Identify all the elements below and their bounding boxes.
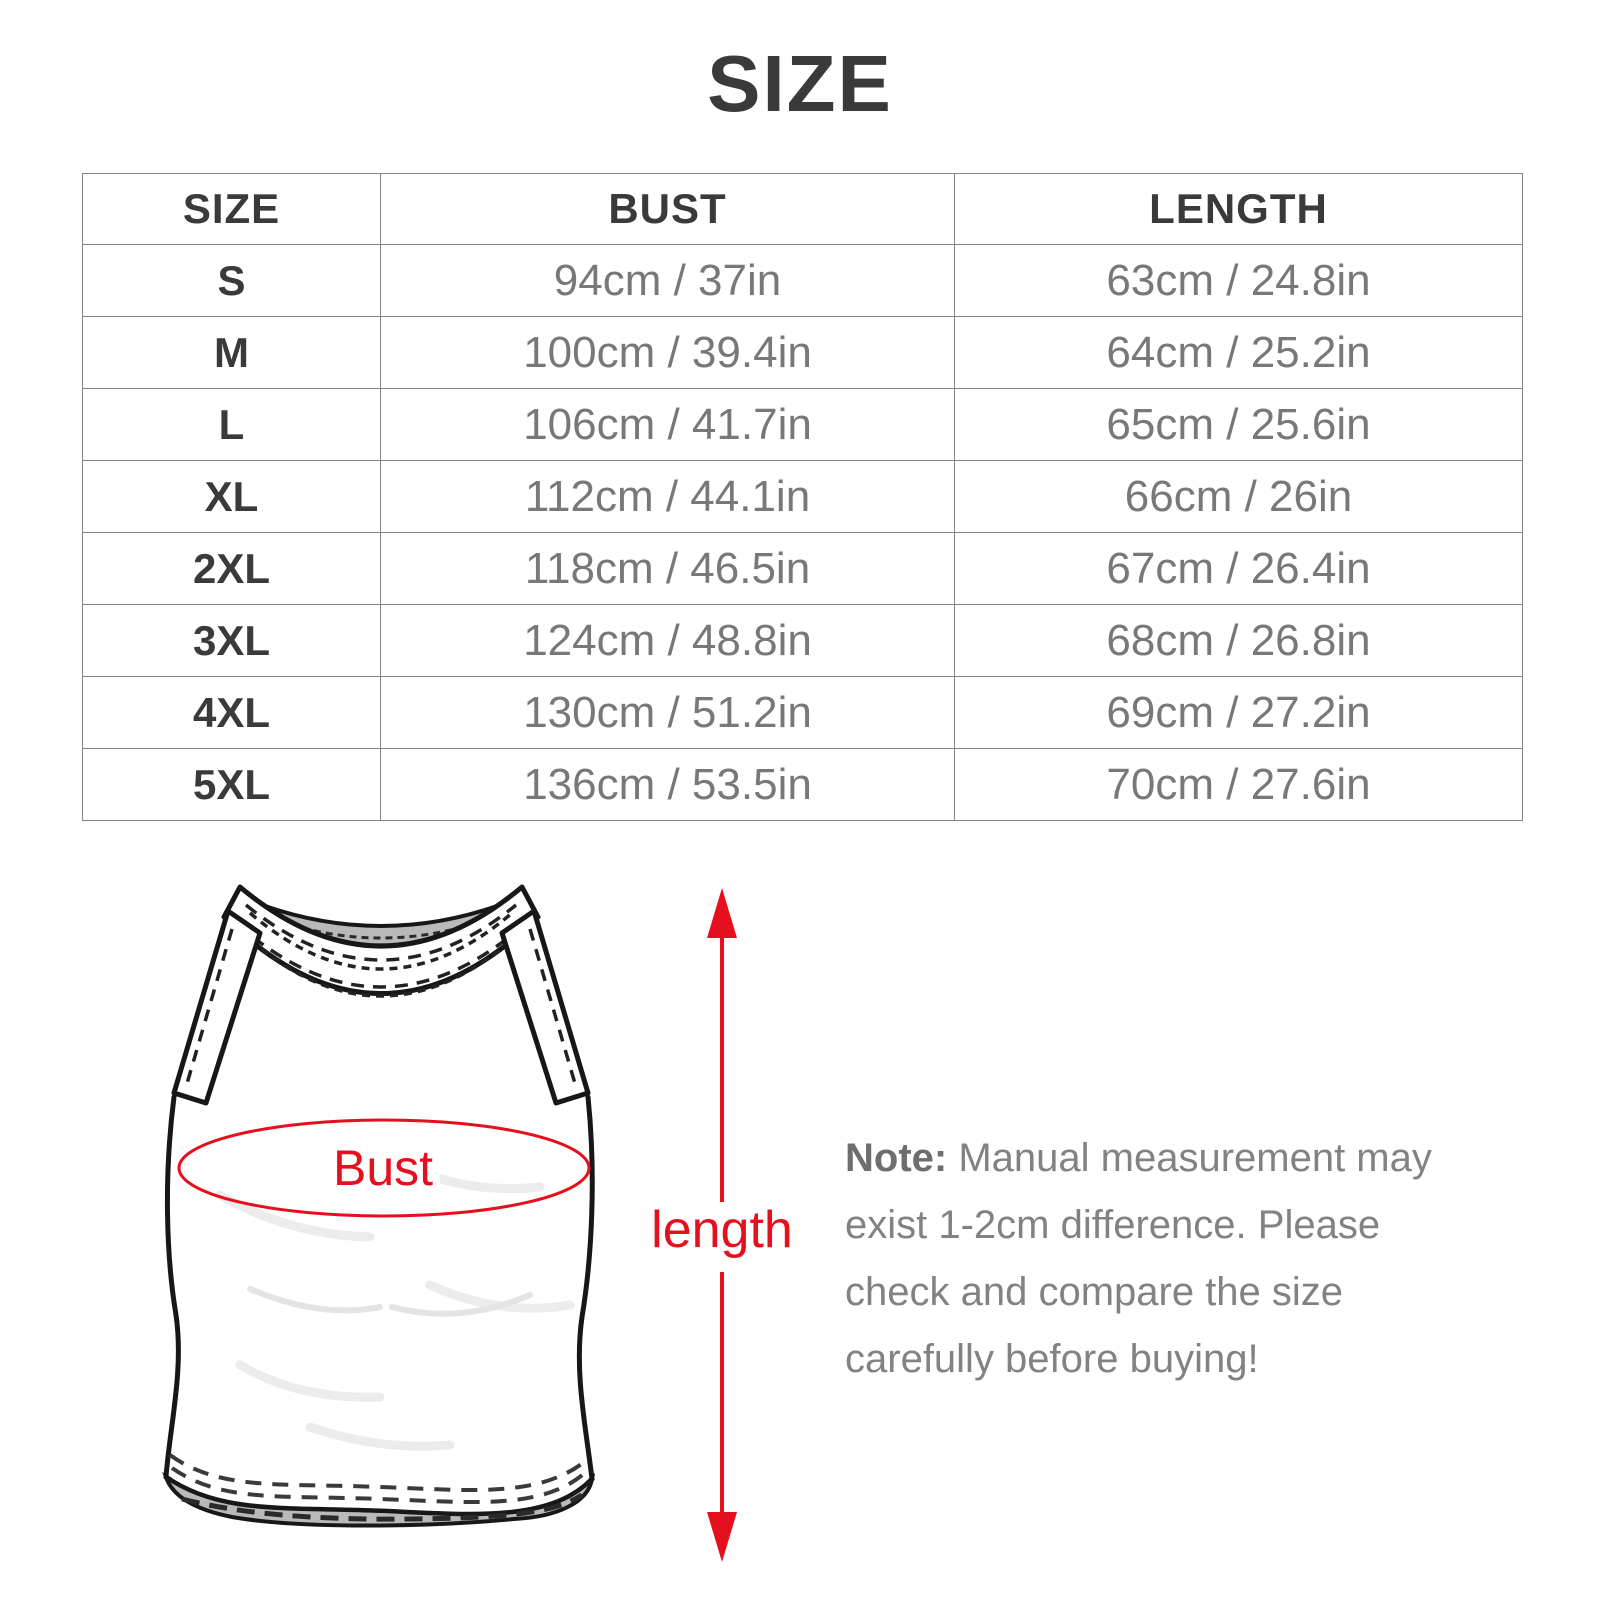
column-header-length: LENGTH — [954, 173, 1523, 245]
bust-cell: 94cm / 37in — [380, 244, 955, 317]
column-header-bust: BUST — [380, 173, 955, 245]
note-text: Note: Manual measurement may exist 1-2cm… — [845, 1125, 1445, 1393]
bust-cell: 118cm / 46.5in — [380, 532, 955, 605]
size-cell: 5XL — [82, 748, 381, 821]
length-arrow — [707, 888, 737, 1562]
arrow-head-up — [707, 888, 737, 938]
header-row: SIZE BUST LENGTH — [82, 173, 1523, 245]
column-header-size: SIZE — [82, 173, 381, 245]
page-title: SIZE — [707, 39, 893, 128]
bust-contour-lines — [247, 1286, 533, 1317]
note-label: Note: — [845, 1136, 948, 1180]
size-cell: 4XL — [82, 676, 381, 749]
length-cell: 68cm / 26.8in — [954, 604, 1523, 677]
length-cell: 70cm / 27.6in — [954, 748, 1523, 821]
size-table-header: SIZE BUST LENGTH — [82, 173, 1523, 245]
note-body: Manual measurement may exist 1-2cm diffe… — [845, 1136, 1432, 1381]
shirt-body — [166, 1051, 593, 1515]
table-row: 2XL 118cm / 46.5in 67cm / 26.4in — [82, 532, 1523, 605]
table-row: 4XL 130cm / 51.2in 69cm / 27.2in — [82, 676, 1523, 749]
table-row: 3XL 124cm / 48.8in 68cm / 26.8in — [82, 604, 1523, 677]
table-row: M 100cm / 39.4in 64cm / 25.2in — [82, 316, 1523, 389]
length-cell: 67cm / 26.4in — [954, 532, 1523, 605]
size-cell: S — [82, 244, 381, 317]
table-row: S 94cm / 37in 63cm / 24.8in — [82, 244, 1523, 317]
length-cell: 66cm / 26in — [954, 460, 1523, 533]
table-row: XL 112cm / 44.1in 66cm / 26in — [82, 460, 1523, 533]
hem-stitching — [168, 1453, 590, 1505]
size-cell: L — [82, 388, 381, 461]
tank-top-illustration: Bust — [162, 884, 596, 1528]
length-cell: 63cm / 24.8in — [954, 244, 1523, 317]
size-table-body: S 94cm / 37in 63cm / 24.8in M 100cm / 39… — [82, 244, 1523, 821]
bust-cell: 130cm / 51.2in — [380, 676, 955, 749]
size-cell: XL — [82, 460, 381, 533]
length-cell: 69cm / 27.2in — [954, 676, 1523, 749]
size-cell: 2XL — [82, 532, 381, 605]
length-label: length — [651, 1201, 793, 1259]
hem-band-stitching — [181, 1492, 584, 1522]
arrow-head-down — [707, 1512, 737, 1562]
bust-cell: 106cm / 41.7in — [380, 388, 955, 461]
length-cell: 64cm / 25.2in — [954, 316, 1523, 389]
length-cell: 65cm / 25.6in — [954, 388, 1523, 461]
table-row: 5XL 136cm / 53.5in 70cm / 27.6in — [82, 748, 1523, 821]
size-cell: M — [82, 316, 381, 389]
size-cell: 3XL — [82, 604, 381, 677]
neckband-stitching — [234, 903, 528, 998]
bust-cell: 100cm / 39.4in — [380, 316, 955, 389]
strap-stitching — [184, 928, 578, 1088]
table-row: L 106cm / 41.7in 65cm / 25.6in — [82, 388, 1523, 461]
bust-ellipse — [177, 1118, 591, 1218]
bust-cell: 124cm / 48.8in — [380, 604, 955, 677]
size-table: SIZE BUST LENGTH S 94cm / 37in 63cm / 24… — [82, 173, 1523, 821]
bust-cell: 112cm / 44.1in — [380, 460, 955, 533]
bust-cell: 136cm / 53.5in — [380, 748, 955, 821]
bust-label: Bust — [333, 1140, 433, 1196]
